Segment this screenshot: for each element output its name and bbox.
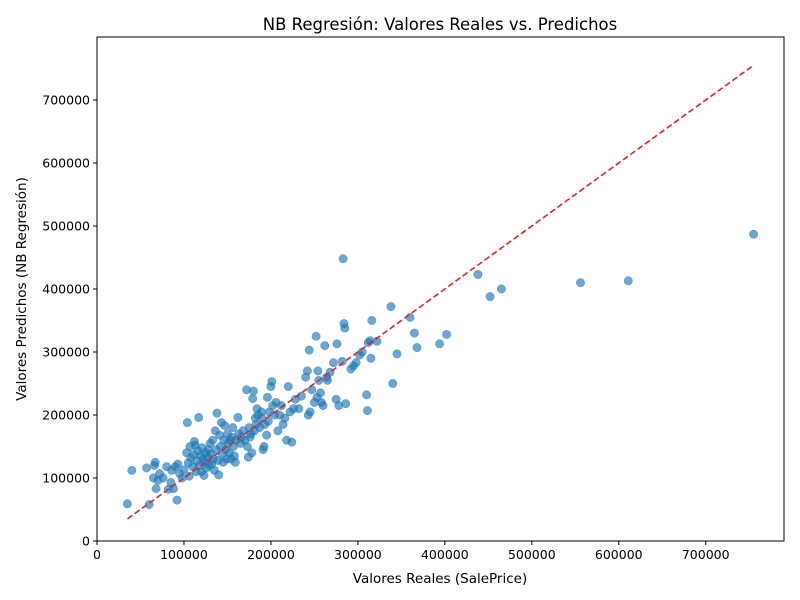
data-point	[283, 382, 293, 392]
data-point	[230, 457, 240, 467]
data-point	[388, 379, 398, 388]
data-point	[194, 413, 204, 422]
x-tick-label: 400000	[421, 547, 469, 562]
data-point	[184, 471, 194, 481]
data-point	[473, 270, 483, 279]
data-point	[576, 278, 585, 288]
data-point	[362, 390, 372, 400]
data-point	[302, 366, 312, 376]
x-axis-label: Valores Reales (SalePrice)	[353, 571, 527, 587]
data-point	[367, 316, 377, 325]
data-point	[179, 465, 189, 475]
data-point	[248, 394, 258, 404]
data-point	[214, 470, 224, 480]
data-point	[311, 331, 321, 341]
y-tick-label: 500000	[42, 219, 90, 234]
data-point	[220, 421, 230, 431]
y-tick-label: 200000	[42, 408, 90, 423]
data-point	[122, 499, 132, 509]
data-point	[173, 459, 183, 469]
data-point	[405, 312, 415, 322]
data-point	[329, 358, 338, 368]
y-tick-label: 100000	[42, 471, 90, 486]
data-point	[307, 385, 317, 395]
data-point	[320, 341, 330, 351]
x-tick-label: 100000	[160, 547, 208, 562]
data-point	[623, 276, 633, 286]
data-point	[366, 353, 376, 363]
data-point	[242, 442, 252, 451]
chart-title: NB Regresión: Valores Reales vs. Predich…	[263, 15, 618, 34]
data-point	[150, 457, 160, 467]
data-point	[276, 401, 286, 411]
data-point	[351, 358, 361, 368]
data-point	[316, 388, 325, 398]
reference-line-group	[126, 64, 755, 520]
x-tick-label: 0	[93, 547, 101, 562]
data-point	[435, 339, 445, 349]
y-tick-label: 0	[82, 534, 90, 549]
data-point	[386, 302, 396, 312]
data-points	[122, 229, 759, 509]
data-point	[318, 401, 328, 411]
y-tick-label: 600000	[42, 156, 90, 171]
data-point	[208, 435, 218, 445]
x-tick-label: 500000	[508, 547, 556, 562]
data-point	[392, 349, 402, 359]
data-point	[341, 399, 351, 409]
data-point	[363, 406, 372, 416]
data-point	[305, 407, 315, 417]
data-point	[332, 339, 342, 349]
data-point	[496, 284, 506, 294]
y-tick-label: 300000	[42, 345, 90, 360]
x-axis: 0 100000 200000 300000 400000 500000 600000 700…	[93, 541, 730, 562]
x-tick-label: 600000	[595, 547, 643, 562]
data-point	[313, 366, 323, 376]
data-point	[151, 484, 161, 494]
data-point	[262, 392, 272, 402]
data-point	[233, 413, 243, 422]
y-tick-label: 400000	[42, 282, 90, 297]
data-point	[127, 465, 137, 475]
data-point	[263, 416, 273, 426]
data-point	[322, 375, 332, 385]
data-point	[280, 413, 290, 423]
data-point	[340, 323, 350, 333]
data-point	[337, 356, 347, 366]
data-point	[338, 254, 348, 264]
data-point	[172, 495, 182, 505]
ideal-fit-line	[126, 64, 755, 520]
y-axis-label: Valores Predichos (NB Regresión)	[14, 177, 30, 401]
data-point	[287, 437, 297, 447]
data-point	[228, 423, 238, 433]
data-point	[158, 473, 168, 483]
x-tick-label: 700000	[682, 547, 730, 562]
data-point	[199, 471, 209, 480]
data-point	[182, 418, 192, 428]
data-point	[294, 404, 304, 414]
data-point	[259, 442, 269, 451]
data-point	[212, 408, 222, 418]
data-point	[267, 377, 277, 387]
y-axis: 0 100000 200000 300000 400000 500000 600000 700…	[42, 93, 97, 549]
x-tick-label: 300000	[334, 547, 382, 562]
data-point	[485, 292, 495, 302]
data-point	[262, 430, 272, 440]
data-point	[412, 343, 422, 353]
data-point	[273, 426, 283, 436]
data-point	[409, 328, 419, 338]
data-point	[749, 229, 759, 239]
x-tick-label: 200000	[247, 547, 295, 562]
y-tick-label: 700000	[42, 93, 90, 108]
data-point	[296, 391, 306, 401]
data-point	[249, 386, 258, 396]
data-point	[304, 345, 314, 355]
data-point	[442, 329, 452, 339]
data-point	[247, 448, 257, 458]
data-point	[142, 463, 152, 473]
